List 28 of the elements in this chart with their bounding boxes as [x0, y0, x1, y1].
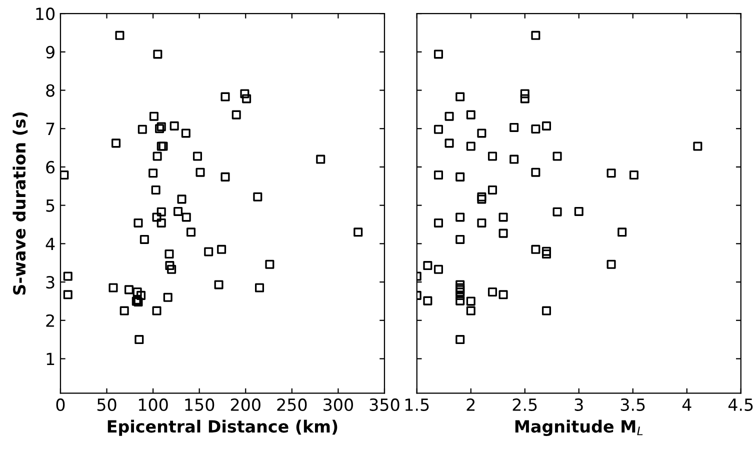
y-tick-label: 2 [46, 314, 54, 327]
y-tick-label: 10 [36, 8, 55, 20]
x-tick-label: 0 [56, 398, 65, 411]
y-tick-label: 4 [46, 238, 55, 250]
x-tick-label: 4 [682, 398, 692, 411]
y-axis-title: S-wave duration (s) [12, 112, 28, 295]
x-tick-label: 1.5 [405, 398, 429, 411]
y-tick-label: 5 [46, 200, 54, 212]
x-tick-label: 3.5 [620, 398, 645, 411]
x-tick-label: 4.5 [728, 398, 753, 411]
x-tick-label: 150 [185, 398, 214, 411]
x-tick-label: 100 [138, 398, 168, 411]
x-tick-label: 350 [370, 398, 400, 411]
y-tick-label: 7 [46, 122, 54, 135]
x-axis-title: Magnitude M$_{L}$ [515, 420, 643, 436]
x-tick-label: 2.5 [512, 398, 537, 411]
y-tick-label: 1 [46, 352, 54, 366]
y-tick-label: 6 [46, 160, 55, 174]
x-tick-label: 200 [230, 398, 260, 411]
x-tick-label: 250 [277, 398, 307, 411]
x-axis-title: Epicentral Distance (km) [108, 420, 338, 436]
y-tick-label: 8 [46, 84, 54, 97]
x-tick-label: 3 [574, 398, 583, 411]
x-tick-label: 50 [97, 398, 116, 411]
y-tick-label: 3 [46, 276, 54, 289]
y-tick-label: 9 [46, 46, 54, 58]
x-tick-label: 300 [324, 398, 353, 411]
x-tick-label: 2 [466, 398, 475, 411]
